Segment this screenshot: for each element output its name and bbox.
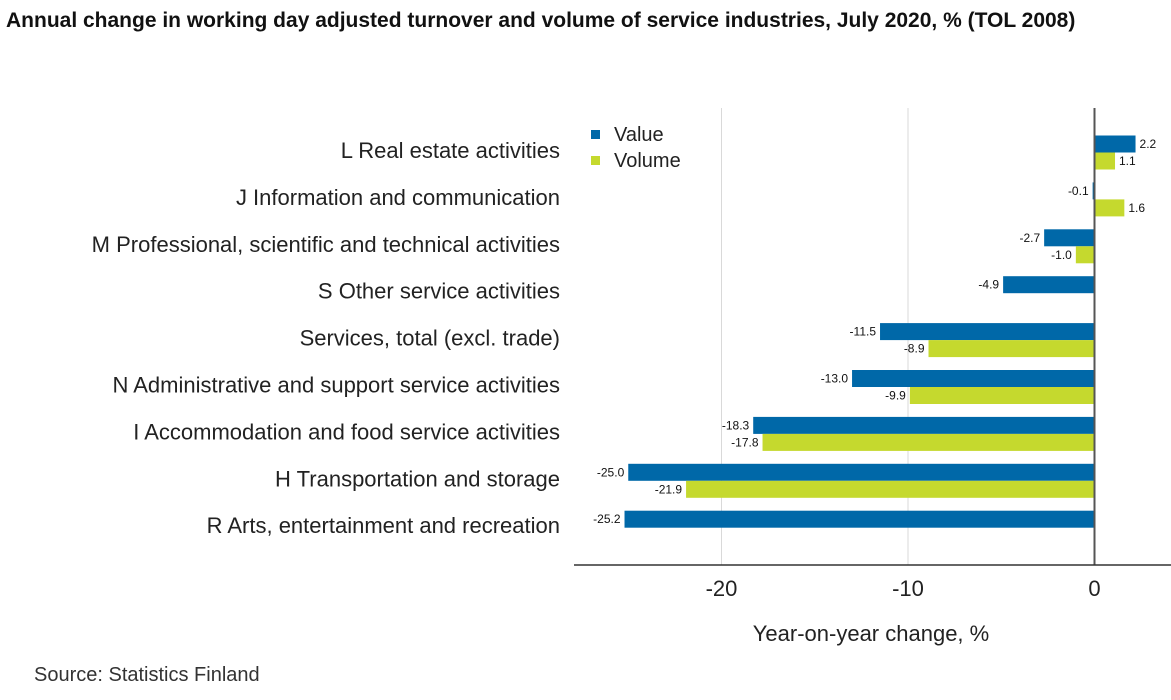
legend: Value Volume: [591, 124, 681, 172]
category-label: L Real estate activities: [341, 138, 560, 163]
data-label: -18.3: [722, 418, 750, 432]
data-label: -17.8: [731, 435, 759, 449]
data-label: -13.0: [821, 372, 849, 386]
legend-swatch-value: [591, 130, 600, 139]
bar-volume: [1075, 246, 1095, 264]
data-label: -11.5: [850, 325, 877, 339]
category-label: H Transportation and storage: [275, 466, 560, 491]
data-labels: 2.2 1.1 -0.1 1.6 -2.7 -1.0 -4.9 -11.5 -8.9 -13.0 -…: [593, 137, 1156, 526]
data-label: -25.2: [593, 512, 621, 526]
bar-value: [753, 416, 1095, 434]
bar-chart: 2.21.1-0.11.6-2.7-1.0-4.9-11.5-8.9-13.0-…: [92, 108, 1171, 646]
bar-value: [1094, 135, 1136, 153]
x-tick-label: -10: [892, 576, 924, 601]
data-label: 2.2: [1140, 137, 1157, 151]
category-label: J Information and communication: [236, 185, 560, 210]
chart-title: Annual change in working day adjusted tu…: [6, 9, 1076, 32]
data-label: -9.9: [885, 389, 906, 403]
bar-value: [1044, 229, 1095, 247]
data-label: -4.9: [978, 278, 999, 292]
data-label: -8.9: [904, 342, 925, 356]
legend-label-volume: Volume: [614, 150, 681, 172]
bar-value: [852, 370, 1095, 387]
data-label: -1.0: [1051, 248, 1072, 262]
bar-volume: [762, 433, 1095, 451]
data-label: -2.7: [1019, 231, 1040, 245]
bar-volume: [1094, 152, 1116, 170]
bar-value: [880, 323, 1095, 341]
data-label: -0.1: [1068, 184, 1089, 198]
data-label: -21.9: [655, 482, 683, 496]
legend-label-value: Value: [614, 124, 664, 146]
bar-volume: [1094, 199, 1125, 217]
data-label: 1.6: [1128, 201, 1145, 215]
data-label: 1.1: [1119, 154, 1136, 168]
category-label: Services, total (excl. trade): [300, 326, 560, 351]
category-label: N Administrative and support service act…: [112, 373, 560, 398]
x-axis: -20 -10 0 Year-on-year change, %: [574, 108, 1171, 646]
x-tick-label: 0: [1088, 576, 1100, 601]
category-labels: L Real estate activities J Information an…: [92, 138, 560, 538]
legend-swatch-volume: [591, 156, 600, 165]
x-tick-label: -20: [706, 576, 738, 601]
bars: [624, 135, 1136, 528]
data-label: -25.0: [597, 465, 625, 479]
category-label: M Professional, scientific and technical…: [92, 232, 560, 257]
bar-value: [1003, 276, 1095, 294]
source-note: Source: Statistics Finland: [34, 664, 260, 686]
category-label: I Accommodation and food service activit…: [133, 419, 560, 444]
bar-volume: [928, 340, 1095, 358]
bar-volume: [686, 480, 1095, 498]
bar-value: [624, 510, 1095, 528]
x-axis-title: Year-on-year change, %: [753, 621, 989, 646]
bar-volume: [909, 387, 1095, 404]
category-label: S Other service activities: [318, 279, 560, 304]
bar-value: [628, 463, 1095, 481]
category-label: R Arts, entertainment and recreation: [207, 513, 560, 538]
